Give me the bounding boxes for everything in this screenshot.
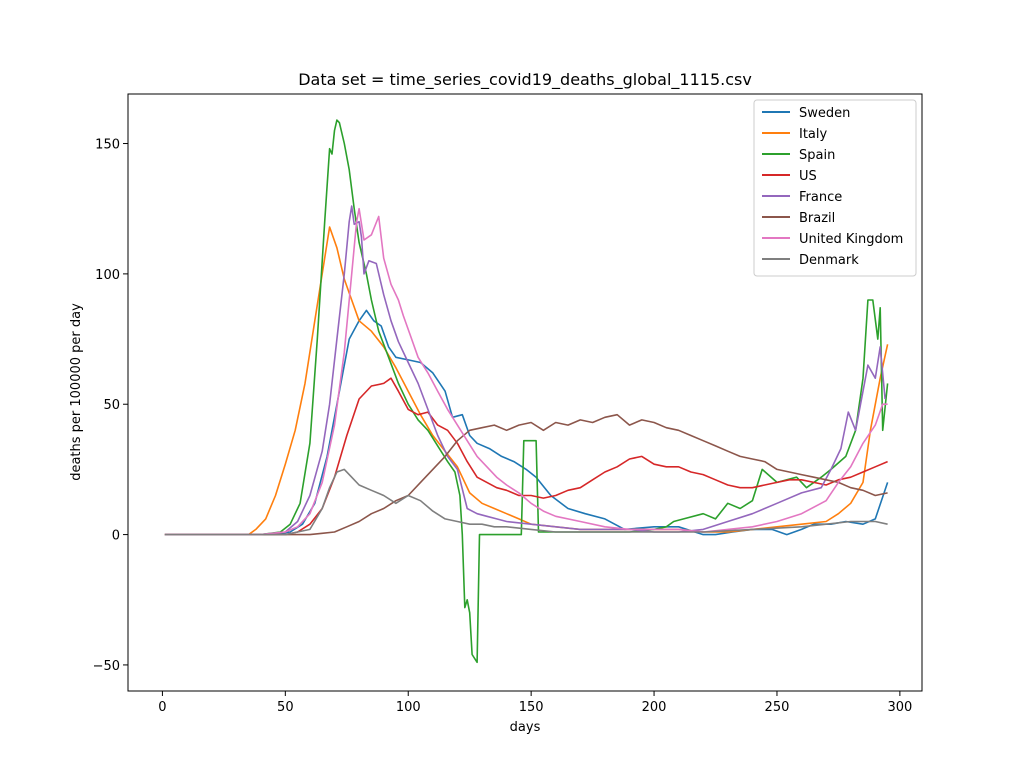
x-tick-label: 100 xyxy=(396,700,421,715)
series-line-brazil xyxy=(164,413,888,536)
x-tick-label: 50 xyxy=(277,700,294,715)
legend: Sweden Italy Spain US France Brazil United Kin… xyxy=(753,99,917,277)
x-axis: 0 50 100 150 200 250 300 xyxy=(158,691,912,715)
y-tick-label: 0 xyxy=(112,529,120,544)
x-tick-label: 0 xyxy=(158,700,166,715)
legend-label-spain: Spain xyxy=(799,148,835,163)
y-tick-label: 100 xyxy=(95,268,120,283)
series-layer xyxy=(164,119,889,664)
series-line-sweden xyxy=(164,309,889,536)
legend-label-italy: Italy xyxy=(799,127,828,142)
series-line-united-kingdom xyxy=(164,207,888,536)
y-tick-label: −50 xyxy=(93,659,120,674)
y-tick-label: 50 xyxy=(103,398,120,413)
series-line-france xyxy=(164,205,886,536)
legend-label-denmark: Denmark xyxy=(799,253,859,268)
x-tick-label: 300 xyxy=(887,700,912,715)
y-axis-label: deaths per 100000 per day xyxy=(69,303,84,481)
series-line-spain xyxy=(164,119,889,664)
legend-box xyxy=(753,99,917,277)
x-tick-label: 200 xyxy=(642,700,667,715)
legend-label-us: US xyxy=(799,169,817,184)
legend-label-united-kingdom: United Kingdom xyxy=(799,232,903,247)
legend-label-sweden: Sweden xyxy=(799,106,850,121)
x-axis-label: days xyxy=(510,720,541,735)
series-line-us xyxy=(164,377,888,536)
series-line-italy xyxy=(164,226,889,536)
plot-frame xyxy=(127,93,923,692)
chart-title: Data set = time_series_covid19_deaths_gl… xyxy=(298,70,752,90)
y-tick-label: 150 xyxy=(95,138,120,153)
legend-label-france: France xyxy=(799,190,842,205)
x-tick-label: 150 xyxy=(519,700,544,715)
legend-label-brazil: Brazil xyxy=(799,211,835,226)
series-line-denmark xyxy=(164,468,888,536)
y-axis: −50 0 50 100 150 xyxy=(93,138,128,674)
x-tick-label: 250 xyxy=(765,700,790,715)
